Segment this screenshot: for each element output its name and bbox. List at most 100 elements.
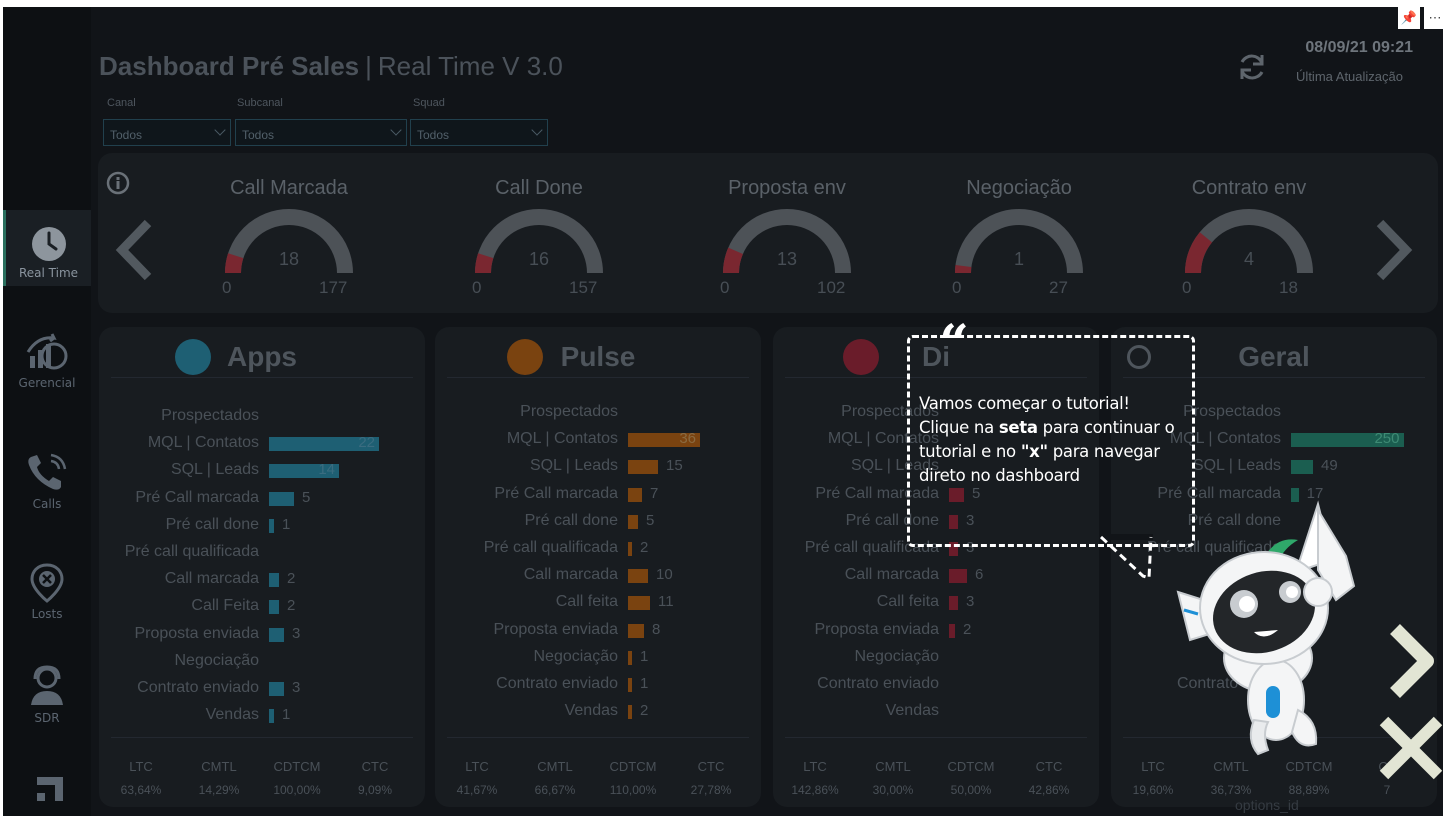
gauge-track [225, 209, 353, 274]
funnel-bar [1291, 460, 1314, 475]
metric-label: CMTL [537, 759, 573, 774]
funnel-bar [628, 569, 648, 584]
pin-icon[interactable]: 📌 [1398, 7, 1420, 29]
funnel-value: 2 [287, 570, 296, 588]
tutorial-close-button[interactable] [1376, 713, 1443, 783]
funnel-value: 5 [302, 488, 311, 506]
clock-icon [31, 227, 66, 261]
chevron-down-icon [390, 124, 402, 136]
chevron-down-icon [214, 124, 226, 136]
funnel-row-label: Prospectados [841, 403, 939, 420]
kpi-value: 1 [1013, 249, 1024, 269]
footer-divider [447, 737, 749, 738]
funnel-bar [628, 596, 650, 611]
funnel-value: 1 [640, 675, 649, 692]
funnel-row-label: Pré Call marcada [1157, 484, 1281, 502]
kpi-gauge [224, 209, 353, 274]
next-arrow-icon[interactable] [1374, 219, 1414, 281]
sidebar-item-label: Real Time [18, 266, 79, 280]
sidebar-item-calls[interactable]: Calls [3, 451, 91, 511]
funnel-bar [269, 464, 339, 479]
funnel-bar [628, 623, 644, 638]
kpi-title: Call Done [495, 177, 583, 199]
tutorial-line2-post: para continuar o tutorial e no [919, 418, 1175, 461]
funnel-bar [628, 460, 658, 475]
funnel-row-label: Negociação [854, 647, 940, 665]
panel-divider [111, 377, 413, 378]
prev-arrow-icon[interactable] [114, 219, 154, 281]
funnel-row-label: Call marcada [164, 570, 259, 588]
brand-logo-icon [37, 777, 63, 801]
tutorial-next-arrow-button[interactable] [1383, 621, 1439, 701]
funnel-row-label: Call marcada [844, 566, 939, 584]
funnel-row-label: Pré call done [524, 511, 618, 529]
options-id-label: options_id [1235, 797, 1299, 813]
dashboard-canvas: Real Time Gerencial Calls [3, 7, 1443, 816]
tutorial-text: Vamos começar o tutorial! Clique na seta… [919, 392, 1179, 488]
page-title-version: Real Time V 3.0 [377, 51, 563, 81]
funnel-row-label: Pré Call marcada [494, 484, 618, 502]
kpi-gauge [955, 209, 1083, 274]
panel-divider [785, 377, 1087, 378]
kpi-strip: Call Marcada 18 0 177 Call Done 16 0 157 Propost… [98, 153, 1438, 313]
funnel-value: 2 [640, 539, 649, 556]
sidebar-item-real-time[interactable]: Real Time [3, 210, 91, 286]
refresh-icon[interactable] [1236, 51, 1268, 83]
chart-growth-icon [26, 333, 68, 370]
kpi-max: 102 [817, 278, 846, 297]
funnel-row-label: Contrato enviado [817, 675, 939, 692]
funnel-row-label: MQL | Contatos [147, 434, 259, 452]
dropdown-value: Todos [110, 128, 143, 142]
funnel-bar [269, 491, 294, 506]
funnel-row-label: Call Feita [191, 597, 259, 615]
metric-value: 66,67% [534, 783, 576, 797]
funnel-value: 1 [282, 515, 291, 533]
funnel-row-label: MQL | Contatos [1169, 430, 1281, 448]
funnel-bar [269, 518, 274, 533]
sidebar-item-gerencial[interactable]: Gerencial [3, 332, 91, 390]
sidebar-item-losts[interactable]: Losts [3, 563, 91, 621]
info-icon[interactable] [106, 171, 130, 195]
metric-label: CDTCM [1285, 759, 1333, 774]
funnel-row-label: SQL | Leads [850, 457, 939, 475]
panel-logo-icon [1127, 345, 1151, 369]
funnel-row-label: SQL | Leads [1192, 457, 1281, 475]
metric-label: CMTL [875, 759, 911, 774]
funnel-row-label: Prospectados [161, 407, 259, 424]
funnel-row-label: MQL | Contatos [506, 430, 618, 448]
metric-label: LTC [129, 759, 153, 774]
filter-squad-label: Squad [413, 97, 445, 109]
funnel-bar [269, 682, 284, 696]
sidebar-item-sdr[interactable]: SDR [3, 665, 91, 725]
tutorial-line1: Vamos começar o tutorial! [919, 394, 1130, 413]
metric-value: 42,86% [1028, 783, 1070, 797]
sidebar-item-label: SDR [34, 711, 60, 725]
funnel-row-label: Pré call qualificada [124, 543, 259, 560]
filter-squad-dropdown[interactable]: Todos [410, 119, 548, 146]
funnel-row-label: Vendas [205, 706, 259, 724]
kpi-gauge [723, 209, 851, 274]
filter-canal-dropdown[interactable]: Todos [103, 119, 231, 146]
funnel-value: 3 [292, 679, 301, 696]
more-options-icon[interactable]: ⋯ [1424, 7, 1446, 29]
funnel-value: 11 [658, 593, 674, 611]
funnel-bar [1291, 487, 1299, 502]
metric-value: 142,86% [791, 783, 839, 797]
funnel-value: 5 [972, 484, 981, 502]
funnel-value: 14 [318, 461, 335, 479]
funnel-row-label: Prospectados [1183, 403, 1281, 420]
panel-title: Geral [1238, 341, 1310, 372]
metric-label: CDTCM [273, 759, 321, 774]
filter-canal-label: Canal [107, 97, 136, 109]
quote-icon: “ [939, 314, 969, 375]
sidebar-item-label: Losts [31, 607, 63, 621]
funnel-bar [269, 709, 274, 724]
funnel-bar [269, 600, 279, 615]
funnel-bar [628, 433, 700, 448]
funnel-row-label: Proposta enviada [814, 620, 939, 638]
funnel-value: 3 [292, 624, 301, 642]
funnel-value: 1 [640, 647, 649, 665]
panel-divider [447, 377, 749, 378]
filter-subcanal-dropdown[interactable]: Todos [235, 119, 407, 146]
funnel-value: 3 [966, 539, 975, 556]
